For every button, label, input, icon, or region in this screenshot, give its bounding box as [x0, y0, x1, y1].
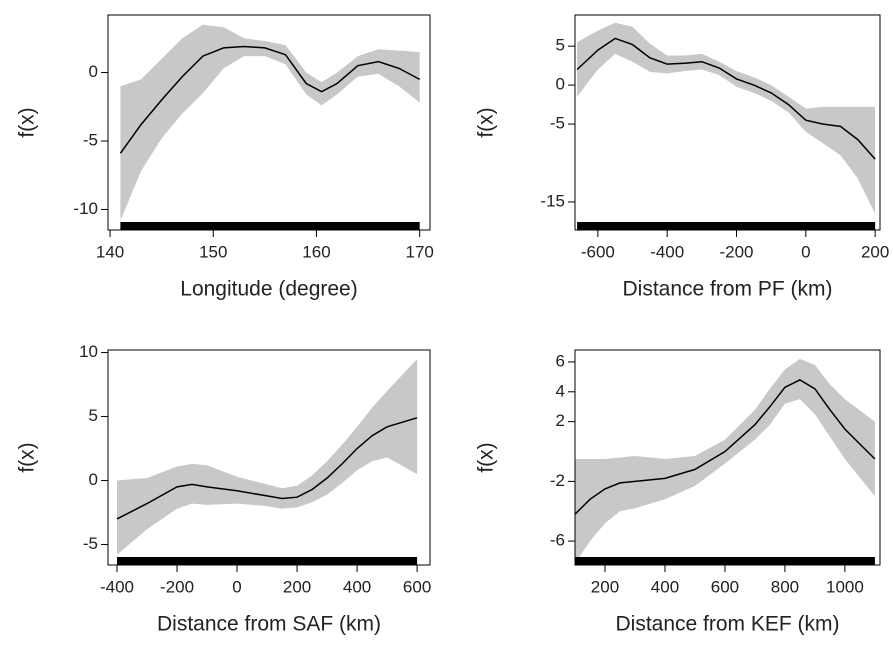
confidence-band — [575, 359, 875, 564]
x-tick-label: 200 — [861, 242, 889, 261]
y-axis-label: f(x) — [475, 107, 498, 137]
y-tick-label: 4 — [556, 381, 565, 400]
x-tick-label: 200 — [283, 577, 311, 596]
fit-line — [119, 45, 421, 154]
y-tick-label: -5 — [550, 114, 565, 133]
x-tick-label: 400 — [651, 577, 679, 596]
fit-line — [574, 379, 876, 515]
rug — [117, 557, 418, 565]
y-axis-label: f(x) — [16, 442, 39, 472]
y-tick-label: 0 — [89, 62, 98, 81]
x-tick-label: 150 — [199, 242, 227, 261]
y-tick-label: -6 — [550, 531, 565, 550]
fit-line — [116, 417, 418, 520]
x-tick-label: 400 — [343, 577, 371, 596]
x-tick-label: 0 — [232, 577, 241, 596]
plot-frame — [574, 14, 881, 231]
confidence-band — [120, 24, 420, 221]
x-tick-label: -400 — [100, 577, 134, 596]
fit-line — [576, 37, 876, 160]
y-tick-label: -5 — [83, 534, 98, 553]
y-tick-label: 5 — [556, 36, 565, 55]
plot-frame — [107, 349, 431, 566]
x-axis-label: Distance from PF (km) — [622, 278, 832, 301]
y-tick-label: 2 — [556, 411, 565, 430]
x-axis-label: Distance from SAF (km) — [157, 613, 381, 636]
x-tick-label: -400 — [650, 242, 684, 261]
x-tick-label: 1000 — [826, 577, 864, 596]
x-tick-label: 170 — [405, 242, 433, 261]
x-tick-label: -200 — [160, 577, 194, 596]
x-tick-label: 160 — [302, 242, 330, 261]
x-axis-label: Longitude (degree) — [180, 278, 357, 301]
panel: -600 -400 -200 0 200 -15 -5 0 5 Distance from PF … — [475, 14, 889, 301]
y-tick-label: 0 — [556, 75, 565, 94]
y-tick-label: 5 — [89, 406, 98, 425]
y-tick-label: -10 — [73, 199, 98, 218]
panel: -400 -200 0 200 400 600 -5 0 5 10 Distance from SA… — [16, 342, 432, 636]
x-axis-label: Distance from KEF (km) — [615, 613, 839, 636]
y-tick-label: -2 — [550, 471, 565, 490]
y-axis-label: f(x) — [16, 107, 39, 137]
x-tick-label: -600 — [581, 242, 615, 261]
rug — [575, 557, 875, 565]
y-tick-label: 0 — [89, 470, 98, 489]
x-tick-label: 600 — [711, 577, 739, 596]
y-tick-label: -15 — [540, 191, 565, 210]
plot-frame — [574, 349, 881, 566]
plot-frame — [107, 14, 431, 231]
confidence-band — [117, 359, 418, 555]
panel: 200 400 600 800 1000 -6 -2 2 4 6 Distance from KEF… — [475, 349, 881, 636]
x-tick-label: 0 — [801, 242, 810, 261]
y-tick-label: 10 — [79, 342, 98, 361]
rug — [577, 222, 876, 230]
y-tick-label: 6 — [556, 351, 565, 370]
y-tick-label: -5 — [83, 130, 98, 149]
x-tick-label: 140 — [96, 242, 124, 261]
panel: 140 150 160 170 -10 -5 0 Longitude (degree) f(x) — [16, 14, 434, 301]
confidence-band — [577, 22, 876, 214]
rug — [120, 222, 420, 230]
x-tick-label: 200 — [591, 577, 619, 596]
x-tick-label: 600 — [403, 577, 431, 596]
x-tick-label: 800 — [771, 577, 799, 596]
x-tick-label: -200 — [719, 242, 753, 261]
y-axis-label: f(x) — [475, 442, 498, 472]
